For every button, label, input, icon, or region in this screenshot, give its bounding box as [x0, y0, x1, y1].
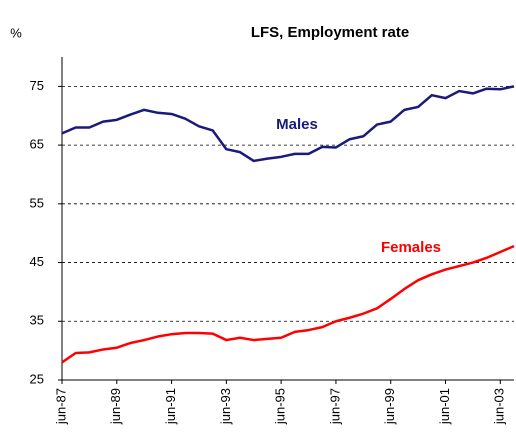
x-tick-label: jun-99	[382, 388, 397, 425]
x-tick-label: jun-93	[218, 388, 233, 425]
x-tick-label: jun-97	[327, 388, 342, 425]
x-tick-label: jun-03	[492, 388, 507, 425]
series-line	[61, 85, 515, 163]
series-line	[61, 244, 515, 364]
y-tick-label: 45	[30, 254, 44, 269]
y-tick-label: 75	[30, 78, 44, 93]
chart-title: LFS, Employment rate	[251, 24, 409, 41]
y-tick-label: 55	[30, 195, 44, 210]
x-tick-label: jun-87	[53, 388, 68, 425]
x-tick-label: jun-95	[273, 388, 288, 425]
x-tick-label: jun-01	[437, 388, 452, 425]
y-tick-label: 35	[30, 313, 44, 328]
series-label: Females	[381, 239, 441, 256]
x-tick-label: jun-89	[108, 388, 123, 425]
y-tick-label: 25	[30, 371, 44, 386]
series-label: Males	[276, 116, 318, 133]
y-unit: %	[10, 25, 22, 40]
x-tick-label: jun-91	[163, 388, 178, 425]
y-tick-label: 65	[30, 137, 44, 152]
